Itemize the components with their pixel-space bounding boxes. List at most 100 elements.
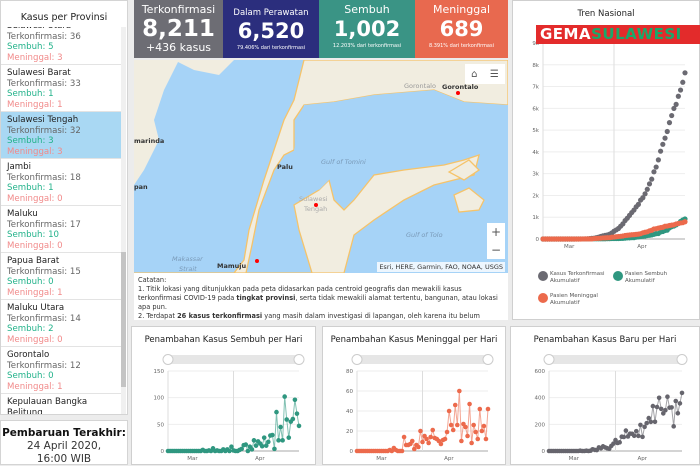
data-point[interactable]	[675, 93, 681, 99]
province-list-scrollbar[interactable]	[121, 27, 126, 414]
data-point[interactable]	[680, 79, 686, 85]
data-point[interactable]	[673, 101, 679, 107]
data-point[interactable]	[420, 439, 425, 445]
data-point[interactable]	[646, 415, 652, 421]
data-point[interactable]	[649, 176, 655, 182]
data-point[interactable]	[473, 429, 479, 435]
case-marker-gorontalo[interactable]	[456, 91, 460, 95]
data-point[interactable]	[261, 435, 267, 440]
data-point[interactable]	[274, 409, 279, 415]
case-marker-sulawesi-tengah[interactable]	[314, 203, 318, 207]
data-point[interactable]	[426, 440, 431, 446]
province-item[interactable]: Jambi Terkonfirmasi: 18 Sembuh: 1 Meninggal…	[1, 159, 121, 206]
data-point[interactable]	[251, 438, 257, 443]
province-item[interactable]: Maluku Utara Terkonfirmasi: 14 Sembuh: 2 Me…	[1, 300, 121, 347]
data-point[interactable]	[276, 438, 281, 443]
data-point[interactable]	[631, 433, 637, 439]
data-point[interactable]	[658, 406, 664, 412]
data-point[interactable]	[677, 401, 683, 406]
data-point[interactable]	[636, 433, 641, 439]
data-point[interactable]	[656, 395, 662, 401]
data-point[interactable]	[245, 448, 251, 454]
slider-handle-left[interactable]	[162, 354, 174, 365]
slider-handle-left[interactable]	[543, 354, 555, 365]
data-point[interactable]	[671, 424, 676, 429]
data-point[interactable]	[623, 428, 629, 433]
province-item[interactable]: Sulawesi Barat Terkonfirmasi: 33 Sembuh: 1…	[1, 65, 121, 112]
data-point[interactable]	[430, 427, 436, 433]
data-point[interactable]	[463, 424, 468, 430]
data-point[interactable]	[401, 434, 407, 440]
data-point[interactable]	[652, 419, 658, 425]
data-point[interactable]	[651, 169, 657, 175]
data-point[interactable]	[617, 440, 622, 445]
data-point[interactable]	[438, 441, 444, 447]
data-point[interactable]	[666, 120, 673, 126]
legend-swatch[interactable]	[538, 293, 548, 303]
slider-handle-left[interactable]	[351, 354, 363, 365]
data-point[interactable]	[278, 424, 283, 430]
data-point[interactable]	[399, 448, 405, 454]
data-point[interactable]	[657, 148, 664, 154]
data-point[interactable]	[664, 128, 670, 135]
home-icon[interactable]: ⌂	[471, 68, 478, 80]
data-point[interactable]	[409, 438, 415, 444]
data-point[interactable]	[239, 446, 244, 452]
data-point[interactable]	[662, 135, 668, 141]
province-item[interactable]: Sulawesi Tengah Terkonfirmasi: 32 Sembuh: …	[1, 112, 121, 159]
slider-handle-right[interactable]	[676, 354, 688, 365]
data-point[interactable]	[259, 443, 265, 449]
data-point[interactable]	[292, 397, 298, 403]
data-point[interactable]	[467, 401, 472, 407]
data-point[interactable]	[459, 438, 464, 444]
data-point[interactable]	[646, 181, 653, 187]
data-point[interactable]	[471, 422, 476, 428]
data-point[interactable]	[286, 435, 292, 440]
data-point[interactable]	[638, 422, 643, 428]
data-point[interactable]	[677, 87, 684, 93]
province-item[interactable]: Kepulauan Bangka BelitungTerkonfirmasi: …	[1, 394, 121, 414]
slider-handle-right[interactable]	[293, 354, 305, 365]
data-point[interactable]	[296, 423, 302, 429]
data-point[interactable]	[633, 428, 639, 434]
data-point[interactable]	[243, 442, 249, 447]
data-point[interactable]	[669, 405, 674, 410]
data-point[interactable]	[444, 429, 450, 435]
data-point[interactable]	[272, 446, 277, 452]
data-point[interactable]	[660, 141, 666, 147]
data-point[interactable]	[270, 432, 275, 438]
data-point[interactable]	[669, 112, 675, 119]
legend-swatch[interactable]	[538, 271, 548, 281]
data-point[interactable]	[611, 441, 616, 446]
data-point[interactable]	[479, 428, 485, 434]
data-point[interactable]	[416, 444, 421, 450]
data-point[interactable]	[446, 408, 452, 414]
data-point[interactable]	[469, 440, 474, 446]
data-point[interactable]	[249, 447, 255, 452]
data-point[interactable]	[448, 422, 454, 428]
data-point[interactable]	[412, 446, 417, 452]
map[interactable]: Gorontalo Gorontalo marinda pan Palu Gul…	[134, 60, 508, 273]
range-slider[interactable]	[168, 355, 299, 364]
data-point[interactable]	[450, 427, 456, 433]
data-point[interactable]	[227, 448, 232, 454]
zoom-in-button[interactable]: +	[490, 225, 502, 239]
data-point[interactable]	[475, 436, 481, 442]
data-point[interactable]	[644, 420, 649, 426]
data-point[interactable]	[671, 105, 677, 112]
province-item[interactable]: Papua Barat Terkonfirmasi: 15 Sembuh: 0 Men…	[1, 253, 121, 300]
province-item[interactable]: Gorontalo Terkonfirmasi: 12 Sembuh: 0 Menin…	[1, 347, 121, 394]
data-point[interactable]	[675, 410, 681, 416]
data-point[interactable]	[483, 436, 489, 442]
data-point[interactable]	[424, 436, 429, 442]
data-point[interactable]	[294, 411, 300, 416]
data-point[interactable]	[481, 423, 487, 429]
data-point[interactable]	[642, 191, 648, 197]
data-point[interactable]	[454, 422, 460, 428]
data-point[interactable]	[663, 407, 668, 413]
data-point[interactable]	[265, 439, 271, 445]
data-point[interactable]	[655, 157, 661, 163]
data-point[interactable]	[418, 428, 423, 434]
data-point[interactable]	[621, 434, 627, 440]
